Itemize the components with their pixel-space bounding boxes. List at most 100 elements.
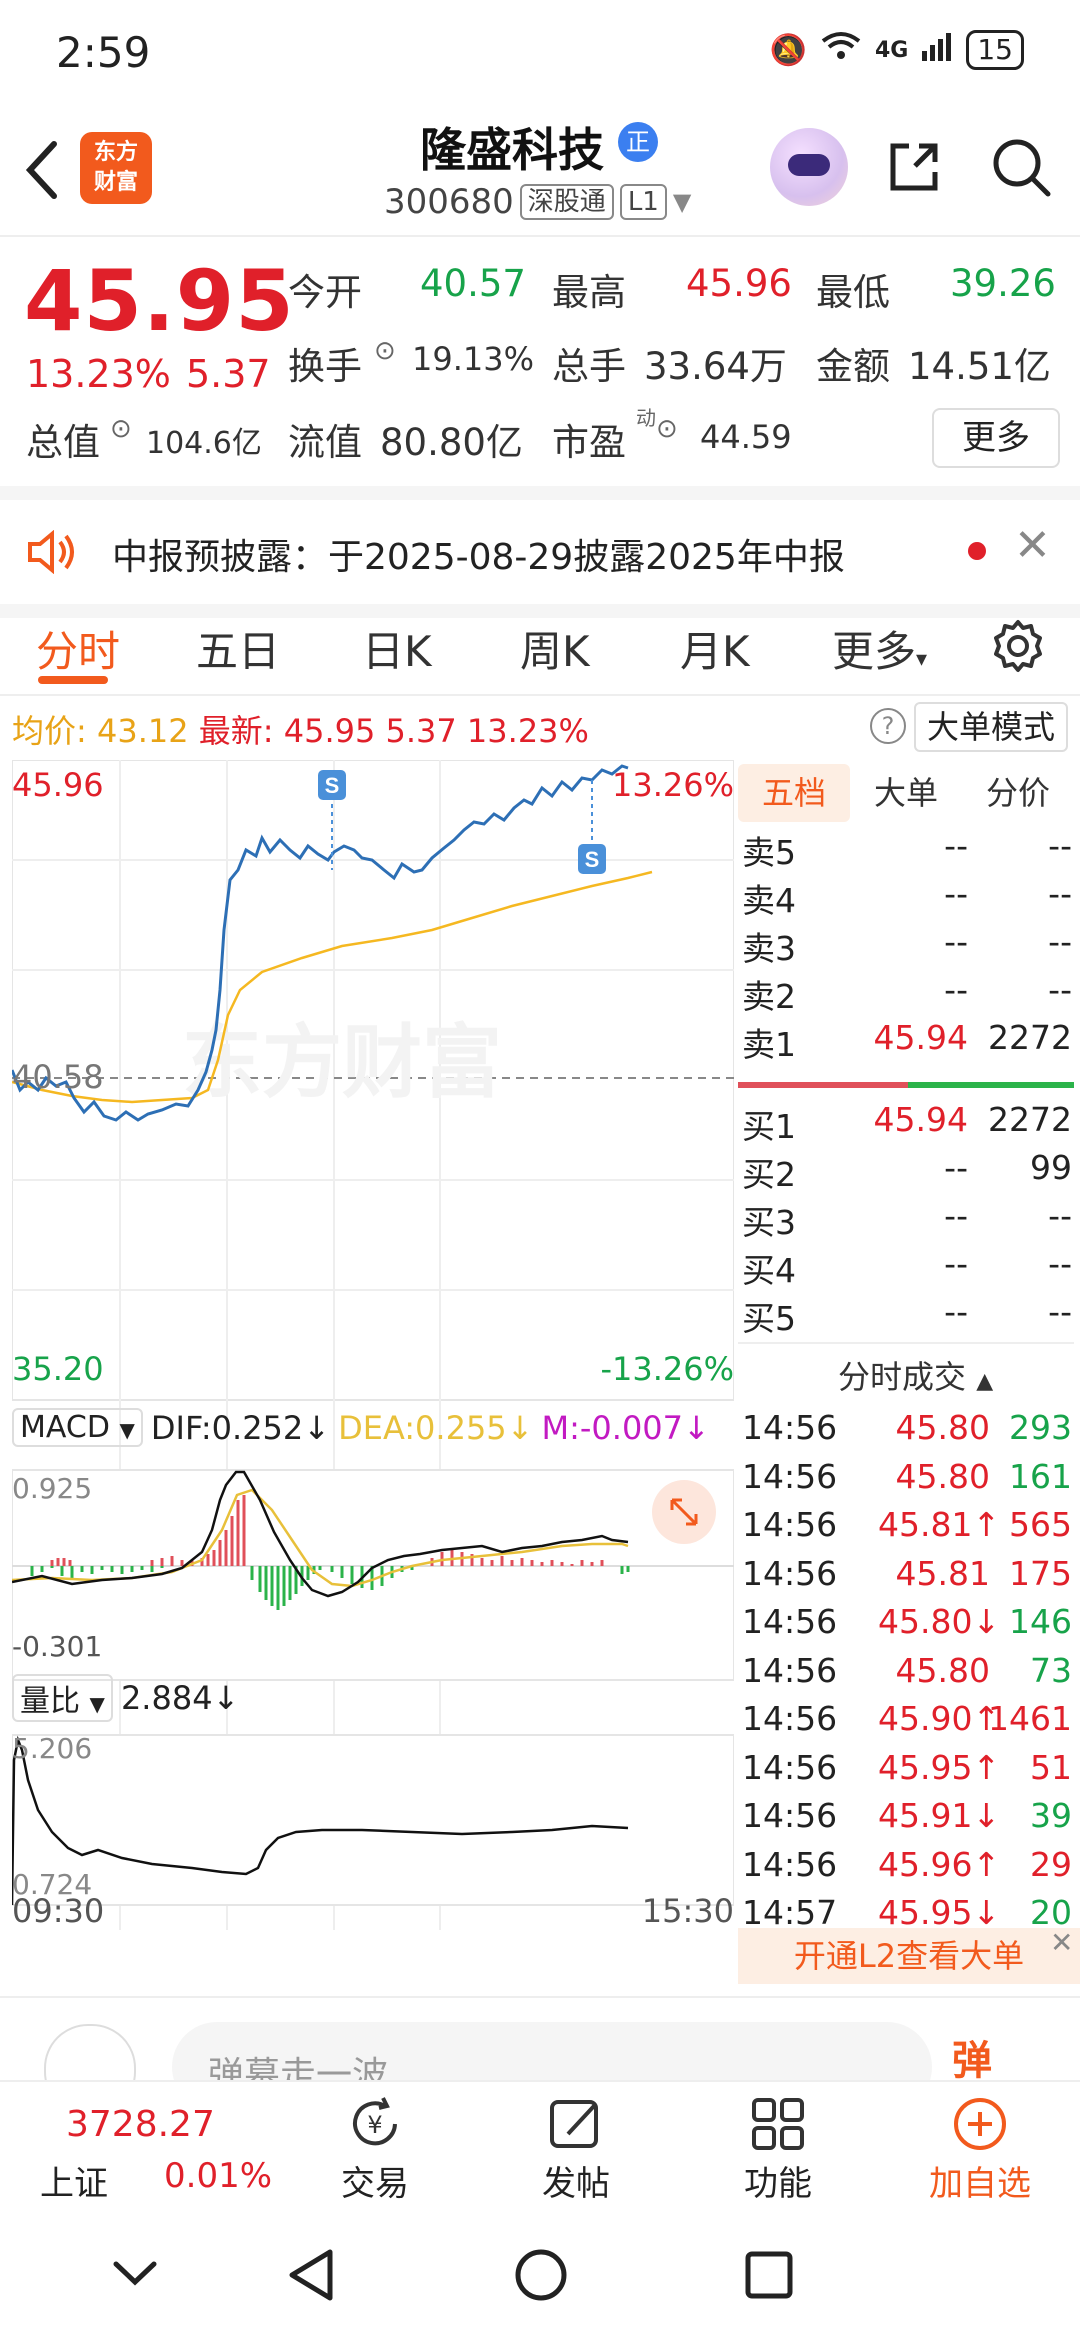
- ask-row: 卖3 -- --: [738, 922, 1074, 970]
- vr-top-label: 5.206: [12, 1732, 93, 1765]
- tab-five-day[interactable]: 五日: [196, 627, 281, 676]
- notice-bar[interactable]: 中报预披露：于2025-08-29披露2025年中报 ✕: [0, 486, 1080, 618]
- chart-tabs: 分时 五日 日K 周K 月K 更多▾: [0, 604, 1080, 696]
- tick-price: 45.81↑: [878, 1505, 1001, 1544]
- stock-code-row[interactable]: 300680 深股通 L1 ▼: [384, 182, 691, 222]
- tick-volume: 146: [1009, 1602, 1072, 1641]
- y-axis-mid-label: 40.58: [12, 1058, 104, 1096]
- high-value: 45.96: [686, 262, 792, 305]
- info-dots-icon[interactable]: ⊙: [656, 414, 678, 444]
- ask-row: 卖1 45.94 2272: [738, 1018, 1074, 1066]
- tick-volume: 39: [1030, 1796, 1072, 1835]
- level-price: --: [944, 1148, 968, 1187]
- tick-volume: 1461: [988, 1699, 1072, 1738]
- level-price: 45.94: [873, 1018, 968, 1057]
- x-axis-start-label: 09:30: [12, 1892, 105, 1930]
- share-icon[interactable]: [885, 138, 943, 196]
- mute-icon: 🔕: [769, 32, 807, 68]
- tick-price: 45.80: [895, 1408, 990, 1447]
- help-icon[interactable]: ?: [870, 708, 906, 744]
- tick-price: 45.81: [895, 1553, 990, 1593]
- avg-label: 均价:: [12, 712, 87, 750]
- amount-value: 14.51亿: [908, 345, 1051, 388]
- danmaku-icon[interactable]: 弹: [952, 2038, 992, 2084]
- bid-row: 买2 -- 99: [738, 1148, 1074, 1196]
- index-value[interactable]: 3728.27: [66, 2104, 215, 2145]
- ask-row: 卖2 -- --: [738, 970, 1074, 1018]
- close-icon[interactable]: ✕: [1050, 1926, 1074, 1959]
- level-label: 卖4: [742, 881, 796, 920]
- tick-price: 45.80↓: [878, 1602, 1001, 1641]
- nav-trade[interactable]: ¥ 交易: [305, 2092, 445, 2205]
- vr-selector[interactable]: 量比 ▼: [12, 1674, 113, 1722]
- tick-time: 14:56: [742, 1844, 838, 1884]
- level-price: --: [944, 1244, 968, 1283]
- more-quote-button[interactable]: 更多: [932, 408, 1060, 468]
- tick-price: 45.95↓: [878, 1893, 1001, 1932]
- x-axis-end-label: 15:30: [641, 1892, 734, 1930]
- assistant-avatar[interactable]: [770, 128, 848, 206]
- tick-row: 14:56 45.81↑ 565: [738, 1505, 1074, 1553]
- intraday-chart[interactable]: 东方财富 S S 45.96 13.26% 40.58 35.20 -13.26…: [10, 759, 735, 1930]
- pe-dynamic-sup: 动: [636, 406, 656, 430]
- tick-time: 14:56: [742, 1602, 838, 1641]
- tick-row: 14:56 45.80 73: [738, 1651, 1074, 1699]
- level-volume: --: [1048, 970, 1072, 1009]
- stock-name: 隆盛科技: [420, 123, 604, 177]
- back-icon[interactable]: [22, 138, 62, 213]
- tab-more[interactable]: 更多▾: [832, 627, 928, 676]
- mktcap-label: 总值: [26, 421, 100, 464]
- tick-row: 14:56 45.91↓ 39: [738, 1796, 1074, 1844]
- tick-time: 14:56: [742, 1553, 838, 1593]
- l2-upgrade-banner[interactable]: 开通L2查看大单: [738, 1928, 1080, 1984]
- change-amount: 5.37: [186, 352, 271, 396]
- vr-value: 2.884↓: [120, 1679, 240, 1717]
- chevron-down-icon[interactable]: [110, 2258, 160, 2292]
- tick-row: 14:56 45.81 175: [738, 1554, 1074, 1602]
- gear-icon[interactable]: [990, 618, 1046, 674]
- low-label: 最低: [816, 271, 890, 314]
- yen-refresh-icon: ¥: [305, 2092, 445, 2156]
- tab-weekly-k[interactable]: 周K: [520, 627, 590, 676]
- home-nav-icon[interactable]: [514, 2248, 568, 2306]
- close-icon[interactable]: ✕: [1014, 520, 1051, 571]
- y-axis-bottom-label: 35.20: [12, 1350, 104, 1388]
- active-tab-indicator: [38, 676, 108, 684]
- tab-monthly-k[interactable]: 月K: [680, 627, 750, 676]
- search-icon[interactable]: [990, 136, 1052, 198]
- nav-post[interactable]: 发帖: [506, 2092, 646, 2205]
- tab-daily-k[interactable]: 日K: [362, 627, 432, 676]
- sell-marker: S: [585, 847, 600, 872]
- index-name[interactable]: 上证: [40, 2164, 108, 2204]
- level-label: 卖1: [742, 1025, 796, 1064]
- tab-five-levels[interactable]: 五档: [762, 774, 827, 812]
- info-dots-icon[interactable]: ⊙: [374, 336, 396, 366]
- last-value: 45.95: [283, 712, 376, 750]
- dropdown-icon: ▼: [672, 188, 692, 216]
- tab-price-distribution[interactable]: 分价: [986, 774, 1051, 812]
- chart-watermark: 东方财富: [182, 1018, 502, 1107]
- ticks-title[interactable]: 分时成交 ▲: [838, 1358, 994, 1396]
- tab-big-orders[interactable]: 大单: [874, 774, 939, 812]
- back-nav-icon[interactable]: [286, 2248, 336, 2306]
- tick-volume: 73: [1030, 1650, 1072, 1690]
- nav-add-watchlist[interactable]: 加自选: [910, 2092, 1050, 2205]
- macd-m: M:-0.007↓: [541, 1408, 710, 1447]
- tick-row: 14:57 45.95↓ 20: [738, 1893, 1074, 1941]
- macd-header: MACD ▼ DIF:0.252↓ DEA:0.255↓ M:-0.007↓: [12, 1408, 710, 1447]
- last-pct: 13.23%: [466, 712, 589, 750]
- tick-volume: 29: [1030, 1844, 1072, 1884]
- expand-icon[interactable]: [652, 1480, 716, 1544]
- change-percent: 13.23%: [26, 352, 171, 396]
- recents-nav-icon[interactable]: [744, 2250, 794, 2304]
- nav-functions[interactable]: 功能: [708, 2092, 848, 2205]
- macd-selector[interactable]: MACD ▼: [12, 1408, 143, 1447]
- tick-row: 14:56 45.95↑ 51: [738, 1748, 1074, 1796]
- tick-time: 14:56: [742, 1650, 838, 1690]
- tick-price: 45.95↑: [878, 1747, 1001, 1787]
- info-dots-icon[interactable]: ⊙: [110, 414, 132, 444]
- level-volume: --: [1048, 1244, 1072, 1283]
- tab-intraday[interactable]: 分时: [36, 627, 121, 676]
- big-order-mode-button[interactable]: 大单模式: [914, 702, 1068, 752]
- app-logo: 东方财富: [80, 132, 152, 204]
